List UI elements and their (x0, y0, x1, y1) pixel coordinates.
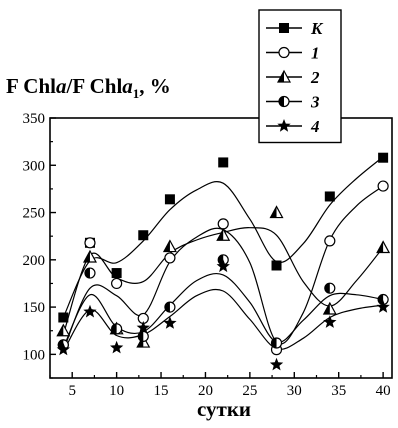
legend-label-3: 3 (310, 93, 320, 112)
legend-label-1: 1 (311, 44, 320, 63)
legend-marker-1 (278, 46, 290, 59)
data-point-series-1 (84, 237, 96, 249)
data-point-series-3 (137, 330, 149, 342)
data-point-series-2 (82, 249, 97, 263)
data-point-series-4 (216, 259, 230, 273)
data-point-series-2 (376, 240, 391, 254)
data-point-series-2 (322, 301, 337, 315)
y-axis-title: F Chla/F Chla1, % (6, 74, 171, 101)
legend-label-K: K (310, 19, 324, 38)
data-point-series-1 (164, 252, 176, 264)
axes: 5 10 15 20 25 30 35 40 100 150 200 250 300 350 (23, 111, 393, 399)
y-tick-label: 350 (23, 111, 46, 127)
data-point-series-3 (377, 293, 389, 306)
legend-marker-3 (278, 95, 290, 108)
data-point-series-K (138, 230, 149, 241)
data-point-series-4 (269, 357, 284, 371)
data-point-series-4 (323, 315, 337, 328)
data-point-series-3 (84, 267, 96, 279)
data-point-series-3 (111, 323, 123, 335)
legend: K 1 2 3 4 (258, 9, 342, 144)
x-tick-label: 25 (242, 383, 257, 399)
y-tick-label: 150 (23, 300, 46, 316)
data-point-series-K (111, 268, 122, 279)
data-point-series-K (378, 152, 389, 163)
plot-frame (49, 117, 393, 379)
data-point-series-2 (216, 227, 231, 241)
data-point-series-2 (269, 205, 284, 219)
legend-marker-4 (277, 119, 291, 132)
x-tick-label: 10 (109, 383, 124, 399)
data-point-series-4 (163, 316, 177, 329)
data-point-series-3 (217, 254, 229, 266)
y-tick-label: 250 (23, 206, 46, 222)
data-point-series-3 (324, 282, 336, 294)
legend-marker-K (279, 23, 289, 33)
legend-box (258, 9, 342, 144)
data-point-series-2 (162, 239, 177, 253)
data-point-series-4 (136, 320, 150, 334)
data-point-series-K (271, 260, 282, 271)
data-point-series-4 (56, 342, 70, 356)
y-tick-label: 300 (23, 158, 46, 174)
x-axis-title: сутки (197, 397, 251, 421)
x-tick-label: 35 (331, 383, 346, 399)
y-tick-label: 100 (23, 347, 46, 363)
x-tick-label: 5 (68, 383, 76, 399)
data-point-series-1 (111, 277, 123, 290)
legend-label-4: 4 (310, 117, 320, 136)
data-point-series-4 (110, 340, 124, 354)
x-tick-label: 30 (287, 383, 302, 399)
x-tick-label: 40 (376, 383, 391, 399)
data-point-series-K (58, 312, 69, 323)
trend-line-series-K (62, 156, 384, 318)
data-point-series-K (218, 157, 229, 168)
data-point-series-K (164, 194, 175, 205)
data-point-series-4 (376, 300, 390, 313)
data-points (56, 152, 391, 371)
legend-label-2: 2 (310, 68, 320, 87)
data-point-series-3 (270, 337, 283, 349)
data-point-series-1 (377, 180, 389, 192)
data-point-series-K (324, 191, 335, 202)
legend-marker-2 (276, 69, 292, 83)
x-tick-label: 20 (198, 383, 213, 399)
data-point-series-4 (83, 304, 97, 318)
data-point-series-1 (324, 235, 336, 247)
data-point-series-2 (56, 323, 71, 337)
y-tick-label: 200 (23, 253, 46, 269)
x-tick-label: 15 (154, 383, 169, 399)
data-point-series-1 (217, 218, 229, 230)
data-point-series-3 (164, 301, 176, 313)
